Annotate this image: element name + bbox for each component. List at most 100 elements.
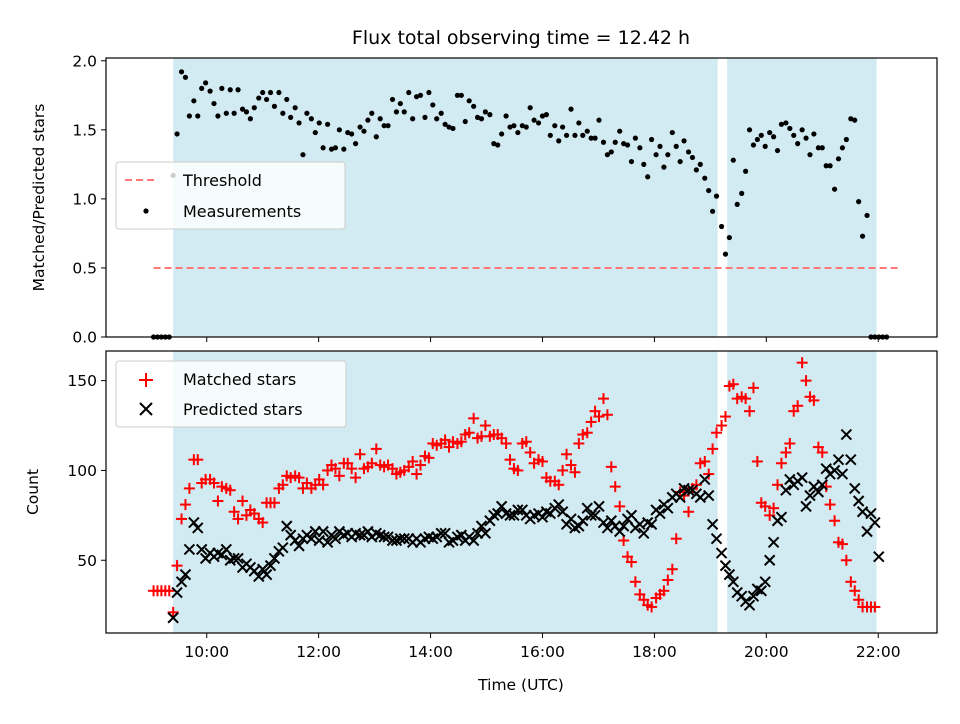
matched-star-point	[614, 500, 626, 512]
matched-star-point	[212, 495, 224, 507]
top-x-ticks	[206, 337, 879, 342]
x-b	[313, 534, 325, 547]
x-b	[780, 484, 792, 496]
x-b	[747, 590, 760, 602]
measurement-point	[819, 145, 825, 151]
matched-star-point	[504, 454, 516, 466]
bottom-y-axis-label: Count	[24, 469, 42, 515]
top-legend: Threshold Measurements	[115, 161, 346, 230]
bottom-legend: Matched stars Predicted stars	[115, 360, 347, 428]
x-b	[516, 504, 529, 516]
measurement-point	[767, 129, 773, 136]
matched-star-point	[354, 448, 366, 460]
measurement-point	[669, 129, 675, 136]
matched-star-point	[407, 455, 419, 467]
matched-star-point	[719, 411, 731, 423]
measurement-point	[547, 132, 553, 138]
x-b	[755, 585, 767, 597]
matched-star-point	[727, 378, 739, 390]
measurement-point	[401, 109, 407, 115]
predicted-star-point	[378, 531, 390, 543]
x-b	[836, 468, 849, 480]
measurement-point	[345, 129, 351, 136]
predicted-star-point	[317, 525, 329, 538]
matched-star-point	[268, 497, 280, 509]
x-b	[767, 536, 780, 549]
matched-star-point	[829, 515, 841, 527]
measurement-point	[211, 100, 217, 107]
measurement-point	[787, 125, 793, 132]
predicted-star-point	[479, 527, 492, 540]
y-tick-label: 150	[67, 372, 97, 390]
matched-star-point	[179, 499, 191, 511]
measurement-point	[186, 113, 192, 119]
predicted-star-point	[593, 500, 605, 513]
measurement-point	[328, 146, 335, 152]
predicted-star-point	[192, 522, 204, 534]
measurement-point	[413, 94, 420, 100]
measurement-point	[835, 156, 842, 162]
predicted-star-point	[516, 504, 529, 516]
x-b	[167, 612, 179, 624]
measurement-point	[713, 193, 720, 199]
measurement-point	[389, 96, 396, 103]
matched-star-point	[183, 482, 195, 494]
matched-star-point	[703, 468, 715, 480]
predicted-star-point	[780, 484, 792, 496]
measurement-point	[665, 152, 671, 158]
predicted-star-point	[873, 550, 885, 563]
x-b	[577, 515, 589, 527]
measurement-point	[174, 131, 180, 137]
predicted-star-point	[828, 464, 841, 477]
matched-star-point	[836, 538, 848, 550]
x-b	[175, 576, 188, 588]
x-b	[678, 482, 690, 495]
matched-star-point	[772, 479, 784, 491]
predicted-star-point	[836, 468, 849, 480]
x-b	[849, 482, 861, 495]
x-b	[394, 532, 407, 545]
measurement-point	[442, 121, 448, 127]
predicted-star-point	[727, 576, 740, 588]
predicted-star-point	[183, 543, 196, 556]
predicted-star-point	[625, 509, 638, 522]
predicted-star-point	[167, 612, 179, 624]
measurement-point	[215, 113, 221, 119]
measurement-point	[864, 212, 870, 219]
predicted-star-point	[715, 547, 728, 559]
x-b	[641, 516, 654, 529]
x-b	[362, 525, 374, 538]
x-b	[439, 527, 451, 540]
matched-star-point	[658, 585, 670, 597]
predicted-star-point	[840, 428, 853, 441]
x-b	[828, 464, 841, 477]
measurement-point	[843, 136, 849, 143]
measurement-point	[543, 112, 550, 118]
x-b	[694, 491, 706, 504]
x-tick-label: 14:00	[408, 643, 453, 661]
predicted-star-point	[585, 509, 597, 522]
measurement-point	[803, 135, 809, 141]
x-b	[179, 568, 192, 581]
measurement-point	[758, 132, 764, 138]
predicted-star-point	[662, 502, 674, 514]
matched-star-point	[784, 438, 796, 450]
matched-star-point	[232, 513, 244, 525]
measurement-point	[191, 98, 197, 104]
top-plot-frame	[105, 57, 938, 338]
predicted-star-point	[796, 471, 808, 484]
measurement-point	[284, 96, 290, 103]
bottom-shaded-intervals	[173, 351, 877, 633]
predicted-star-point	[710, 532, 723, 545]
measurement-point	[697, 161, 703, 167]
x-b	[662, 502, 674, 514]
predicted-star-point	[171, 586, 183, 599]
matched-star-point	[759, 500, 771, 512]
measurement-point	[702, 175, 708, 181]
x-b	[565, 513, 577, 525]
measurement-point	[661, 164, 667, 170]
measurement-point	[685, 149, 692, 155]
measurement-point	[827, 163, 833, 169]
measurement-point	[726, 234, 732, 241]
x-b	[467, 534, 480, 547]
